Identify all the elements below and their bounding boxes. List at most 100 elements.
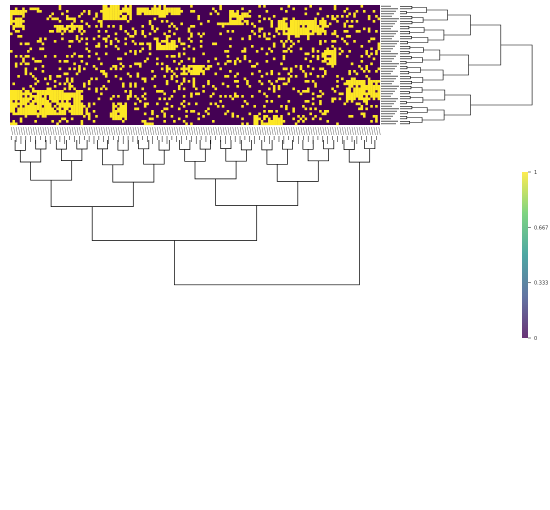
heatmap-cell <box>139 50 142 53</box>
heatmap-cell <box>248 85 252 88</box>
heatmap-cell <box>68 45 71 48</box>
heatmap-cell <box>146 42 149 46</box>
heatmap-cell <box>41 90 45 93</box>
heatmap-cell <box>219 32 222 36</box>
heatmap-cell <box>56 90 59 93</box>
heatmap-cell <box>65 92 69 96</box>
heatmap-cell <box>275 80 278 83</box>
heatmap-cell <box>134 102 137 106</box>
heatmap-cell <box>112 102 115 106</box>
heatmap-cell <box>360 85 364 88</box>
heatmap-cell <box>331 17 334 21</box>
heatmap-cell <box>148 12 152 16</box>
heatmap-cell <box>78 27 81 31</box>
heatmap-cell <box>160 45 164 48</box>
heatmap-cell <box>202 52 205 56</box>
heatmap-cell <box>229 60 232 63</box>
heatmap-cell <box>306 37 310 41</box>
column-label <box>64 126 67 136</box>
column-label <box>49 126 52 136</box>
heatmap-cell <box>321 75 325 78</box>
column-label <box>76 126 79 136</box>
heatmap-cell <box>19 22 23 26</box>
heatmap-cell <box>285 27 288 31</box>
heatmap-cell <box>375 92 378 96</box>
heatmap-cell <box>316 75 320 78</box>
row-dendrogram-link <box>470 44 533 106</box>
heatmap-cell <box>19 55 23 58</box>
heatmap-cell <box>51 97 54 101</box>
heatmap-cell <box>333 62 337 66</box>
heatmap-cell <box>355 90 359 93</box>
heatmap-cell <box>109 97 113 101</box>
heatmap-cell <box>46 112 50 116</box>
heatmap-cell <box>17 30 20 33</box>
heatmap-cell <box>56 95 59 98</box>
heatmap-cell <box>277 25 281 28</box>
heatmap-cell <box>187 30 191 33</box>
heatmap-cell <box>377 47 381 51</box>
heatmap-cell <box>304 80 308 83</box>
column-label <box>327 126 330 136</box>
heatmap-cell <box>48 95 52 98</box>
heatmap-cell <box>19 35 23 38</box>
heatmap-cell <box>151 112 154 116</box>
heatmap-cell <box>139 12 142 16</box>
heatmap-cell <box>117 115 120 118</box>
heatmap-cell <box>117 102 120 106</box>
row-dendrogram-link <box>422 109 445 121</box>
heatmap-cell <box>180 60 183 63</box>
heatmap-cell <box>243 15 247 18</box>
heatmap-cell <box>24 110 28 113</box>
heatmap-cell <box>365 65 368 68</box>
column-dendrogram-link <box>158 140 170 151</box>
heatmap-cell <box>282 67 286 71</box>
heatmap-cell <box>170 12 174 16</box>
heatmap-cell <box>345 100 349 103</box>
heatmap-cell <box>345 80 349 83</box>
heatmap-cell <box>85 112 89 116</box>
column-label <box>103 126 106 136</box>
heatmap-cell <box>131 35 135 38</box>
heatmap-cell <box>365 92 368 96</box>
heatmap-cell <box>112 12 115 16</box>
colorbar-tick-label: 0.333 <box>534 281 548 287</box>
heatmap-cell <box>348 72 351 76</box>
heatmap-cell <box>182 47 186 51</box>
heatmap-cell <box>31 7 35 11</box>
heatmap-cell <box>365 50 368 53</box>
column-label <box>266 126 269 136</box>
heatmap-cell <box>236 15 239 18</box>
heatmap-cell <box>282 30 286 33</box>
heatmap-cell <box>358 102 361 106</box>
heatmap-cell <box>233 22 237 26</box>
column-label <box>339 126 342 136</box>
heatmap-cell <box>270 120 274 123</box>
heatmap-cell <box>231 20 235 23</box>
heatmap-cell <box>97 20 101 23</box>
heatmap-cell <box>365 67 368 71</box>
heatmap-cell <box>365 97 368 101</box>
heatmap-cell <box>153 85 157 88</box>
heatmap-cell <box>231 12 235 16</box>
heatmap-cell <box>107 7 110 11</box>
heatmap-cell <box>36 95 40 98</box>
heatmap-cell <box>95 90 98 93</box>
heatmap-cell <box>17 102 20 106</box>
column-label <box>251 126 254 136</box>
heatmap-cell <box>87 82 91 86</box>
heatmap-cell <box>185 115 188 118</box>
heatmap-cell <box>22 7 25 11</box>
heatmap-cell <box>151 77 154 81</box>
column-label <box>130 126 133 136</box>
heatmap-cell <box>280 115 283 118</box>
heatmap-cell <box>345 15 349 18</box>
heatmap-cell <box>207 107 210 111</box>
heatmap-cell <box>129 95 132 98</box>
heatmap-cell <box>216 22 220 26</box>
heatmap-cell <box>102 15 106 18</box>
heatmap-cell <box>29 105 33 108</box>
column-label <box>332 126 335 136</box>
heatmap-cell <box>285 40 288 43</box>
heatmap-cell <box>129 12 132 16</box>
